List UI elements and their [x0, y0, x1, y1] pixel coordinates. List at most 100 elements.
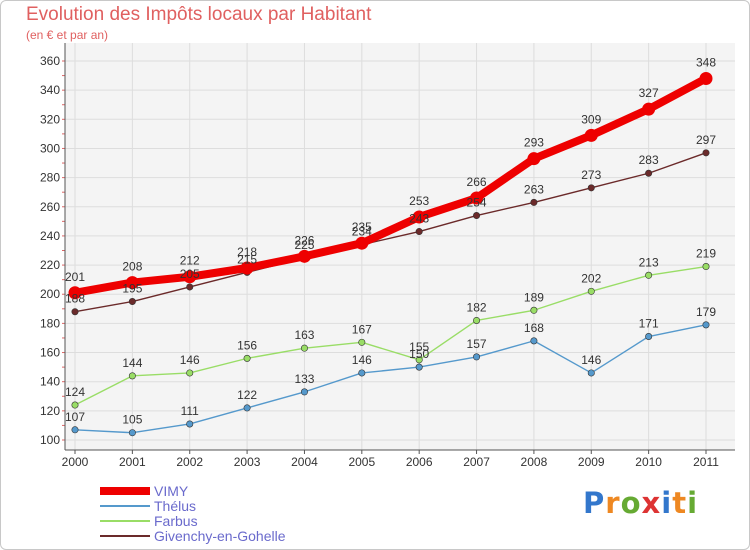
y-tick-label: 160: [40, 346, 60, 360]
series-line-th-lus: [74, 324, 707, 434]
data-label-vimy: 218: [237, 245, 257, 259]
x-tick-label: 2004: [291, 455, 318, 469]
data-label-th-lus: 122: [237, 388, 257, 402]
legend-swatch-vimy: [100, 487, 150, 495]
data-label-th-lus: 171: [639, 317, 659, 331]
logo-letter: o: [620, 486, 642, 520]
y-tick-label: 180: [40, 316, 60, 330]
data-point-farbus: [186, 369, 194, 377]
x-tick-label: 2006: [406, 455, 433, 469]
data-label-givenchy-en-gohelle: 273: [581, 168, 601, 182]
data-point-farbus: [358, 338, 366, 346]
series-line-farbus: [74, 265, 707, 406]
data-point-vimy: [699, 71, 713, 85]
data-label-givenchy-en-gohelle: 195: [122, 282, 142, 296]
x-tick-label: 2008: [521, 455, 548, 469]
x-tick-label: 2007: [463, 455, 490, 469]
data-label-givenchy-en-gohelle: 215: [237, 252, 257, 266]
data-point-farbus: [128, 372, 136, 380]
data-label-vimy: 253: [409, 194, 429, 208]
logo-letter: r: [605, 486, 621, 520]
data-point-th-lus: [645, 333, 653, 341]
logo-letter: i: [687, 486, 699, 520]
data-label-vimy: 226: [294, 233, 314, 247]
data-point-givenchy-en-gohelle: [473, 212, 481, 220]
data-label-givenchy-en-gohelle: 254: [467, 196, 487, 210]
data-label-vimy: 348: [696, 55, 716, 69]
data-point-vimy: [68, 286, 82, 300]
y-tick-label: 340: [40, 83, 60, 97]
data-label-vimy: 235: [352, 220, 372, 234]
data-point-givenchy-en-gohelle: [587, 184, 595, 192]
data-label-farbus: 163: [294, 328, 314, 342]
data-label-farbus: 167: [352, 322, 372, 336]
data-label-vimy: 212: [180, 254, 200, 268]
data-label-th-lus: 150: [409, 347, 429, 361]
data-label-farbus: 155: [409, 340, 429, 354]
legend-label-vimy: VIMY: [154, 483, 189, 499]
data-point-farbus: [645, 271, 653, 279]
data-label-th-lus: 111: [181, 404, 200, 418]
data-point-givenchy-en-gohelle: [530, 198, 538, 206]
x-tick-label: 2010: [635, 455, 662, 469]
data-label-vimy: 266: [467, 175, 487, 189]
data-label-th-lus: 179: [696, 305, 716, 319]
data-point-givenchy-en-gohelle: [415, 228, 423, 236]
data-point-farbus: [243, 354, 251, 362]
legend-swatch-givenchy: [100, 535, 150, 537]
data-point-farbus: [300, 344, 308, 352]
data-label-givenchy-en-gohelle: 205: [180, 267, 200, 281]
data-label-th-lus: 133: [294, 372, 314, 386]
data-point-vimy: [297, 249, 311, 263]
data-point-givenchy-en-gohelle: [128, 298, 136, 306]
data-label-vimy: 293: [524, 136, 544, 150]
data-point-th-lus: [128, 429, 136, 437]
data-point-farbus: [473, 316, 481, 324]
y-tick-label: 140: [40, 375, 60, 389]
data-label-givenchy-en-gohelle: 225: [294, 238, 314, 252]
data-label-vimy: 201: [65, 270, 85, 284]
data-label-vimy: 327: [639, 86, 659, 100]
legend-label-thelus: Thélus: [154, 498, 197, 514]
proxiti-logo: Proxiti: [583, 486, 698, 520]
y-tick-label: 300: [40, 141, 60, 155]
data-label-farbus: 124: [65, 385, 85, 399]
y-tick-label: 260: [40, 200, 60, 214]
data-point-th-lus: [300, 388, 308, 396]
data-point-vimy: [412, 210, 426, 224]
y-tick-label: 200: [40, 287, 60, 301]
data-label-th-lus: 168: [524, 321, 544, 335]
y-tick-label: 280: [40, 171, 60, 185]
data-point-farbus: [587, 287, 595, 295]
data-label-farbus: 144: [122, 356, 142, 370]
data-label-th-lus: 146: [352, 353, 372, 367]
y-tick-label: 120: [40, 404, 60, 418]
data-point-th-lus: [587, 369, 595, 377]
data-point-farbus: [71, 401, 79, 409]
x-tick-label: 2005: [348, 455, 375, 469]
data-point-givenchy-en-gohelle: [186, 283, 194, 291]
data-label-farbus: 219: [696, 247, 716, 261]
x-tick-label: 2003: [234, 455, 261, 469]
data-point-vimy: [183, 270, 197, 284]
data-label-farbus: 213: [639, 255, 659, 269]
data-point-th-lus: [473, 353, 481, 361]
data-point-th-lus: [530, 337, 538, 345]
chart-title: Evolution des Impôts locaux par Habitant: [26, 4, 372, 25]
data-point-th-lus: [415, 363, 423, 371]
data-label-vimy: 309: [581, 112, 601, 126]
data-label-givenchy-en-gohelle: 234: [352, 225, 372, 239]
logo-letter: i: [661, 486, 673, 520]
data-label-vimy: 208: [122, 260, 142, 274]
data-point-vimy: [642, 102, 656, 116]
data-label-givenchy-en-gohelle: 188: [65, 292, 85, 306]
series-line-givenchy-en-gohelle: [74, 152, 707, 313]
data-point-vimy: [584, 128, 598, 142]
data-point-vimy: [240, 261, 254, 275]
data-point-givenchy-en-gohelle: [71, 308, 79, 316]
data-label-th-lus: 105: [122, 413, 142, 427]
data-label-givenchy-en-gohelle: 283: [639, 153, 659, 167]
logo-letter: x: [641, 486, 662, 520]
series-line-vimy: [71, 74, 710, 297]
data-label-th-lus: 107: [65, 410, 85, 424]
